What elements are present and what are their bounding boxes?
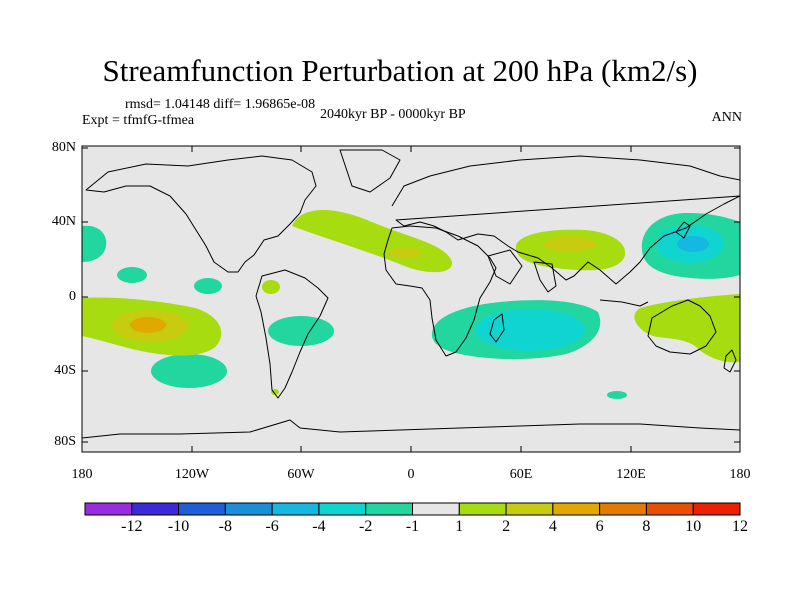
colorbar-label: 12: [732, 518, 748, 535]
lat-label-40s: 40S: [54, 363, 76, 378]
colorbar-label: 2: [502, 518, 511, 535]
anomaly-blob-pacific-1: [117, 267, 147, 283]
lon-label-180e: 180: [729, 467, 751, 482]
colorbar-box: [692, 502, 741, 516]
anomaly-north-pacific-core: [677, 236, 709, 252]
experiment-label: Expt = tfmfG-tfmea: [82, 113, 195, 128]
colorbar-box: [318, 502, 367, 516]
colorbar-box: [458, 502, 507, 516]
colorbar: [84, 502, 741, 516]
anomaly-australia: [634, 294, 740, 363]
anomaly-layer: [82, 210, 740, 399]
colorbar-label: -4: [312, 518, 326, 535]
anomaly-asia-core: [544, 236, 596, 252]
map-title: Streamfunction Perturbation at 200 hPa (…: [102, 53, 698, 88]
lon-label-60e: 60E: [509, 467, 533, 482]
colorbar-box: [178, 502, 226, 516]
colorbar-box: [365, 502, 413, 516]
colorbar-box: [505, 502, 554, 516]
colorbar-box: [552, 502, 601, 516]
axis-ticks: [81, 146, 741, 452]
rmsd-diff-label: rmsd= 1.04148 diff= 1.96865e-08: [125, 97, 316, 112]
lat-label-80s: 80S: [54, 434, 76, 449]
lon-label-0: 0: [407, 467, 415, 482]
colorbar-label: 4: [548, 518, 557, 535]
lon-label-120w: 120W: [174, 467, 210, 482]
anomaly-blob-pacific-2: [194, 278, 222, 294]
anomaly-north-africa-core: [389, 247, 421, 259]
lon-label-120e: 120E: [616, 467, 646, 482]
colorbar-box: [645, 502, 694, 516]
period-label: 2040kyr BP - 0000kyr BP: [320, 107, 466, 122]
anomaly-blob-south-pacific-2: [151, 354, 227, 388]
coastlines: [82, 149, 740, 439]
colorbar-box: [84, 502, 133, 516]
colorbar-box: [412, 502, 460, 516]
colorbar-box: [271, 502, 320, 516]
lon-label-60w: 60W: [287, 467, 315, 482]
lat-label-80n: 80N: [51, 140, 76, 155]
colorbar-label: -1: [405, 518, 420, 535]
lat-label-0: 0: [69, 289, 76, 304]
anomaly-west-edge: [82, 225, 107, 262]
colorbar-label: 8: [642, 518, 651, 535]
colorbar-box: [224, 502, 273, 516]
anomaly-south-pacific-core: [130, 317, 166, 333]
colorbar-label: -12: [121, 518, 143, 535]
map-background: [82, 146, 740, 452]
colorbar-box: [131, 502, 180, 516]
colorbar-label: -6: [265, 518, 279, 535]
colorbar-box: [599, 502, 647, 516]
colorbar-label: -8: [218, 518, 232, 535]
lat-label-40n: 40N: [51, 214, 76, 229]
anomaly-blob-amazon: [262, 280, 280, 294]
anomaly-blob-southern-ocean: [607, 391, 627, 399]
colorbar-label: 1: [455, 518, 464, 535]
lon-label-180w: 180: [71, 467, 93, 482]
anomaly-blob-patagonia: [271, 389, 279, 395]
anomaly-blob-south-atlantic: [268, 316, 334, 346]
colorbar-label: -10: [167, 518, 190, 535]
colorbar-label: 6: [595, 518, 604, 535]
season-label: ANN: [711, 110, 742, 125]
colorbar-label: 10: [685, 518, 702, 535]
colorbar-label: -2: [359, 518, 373, 535]
